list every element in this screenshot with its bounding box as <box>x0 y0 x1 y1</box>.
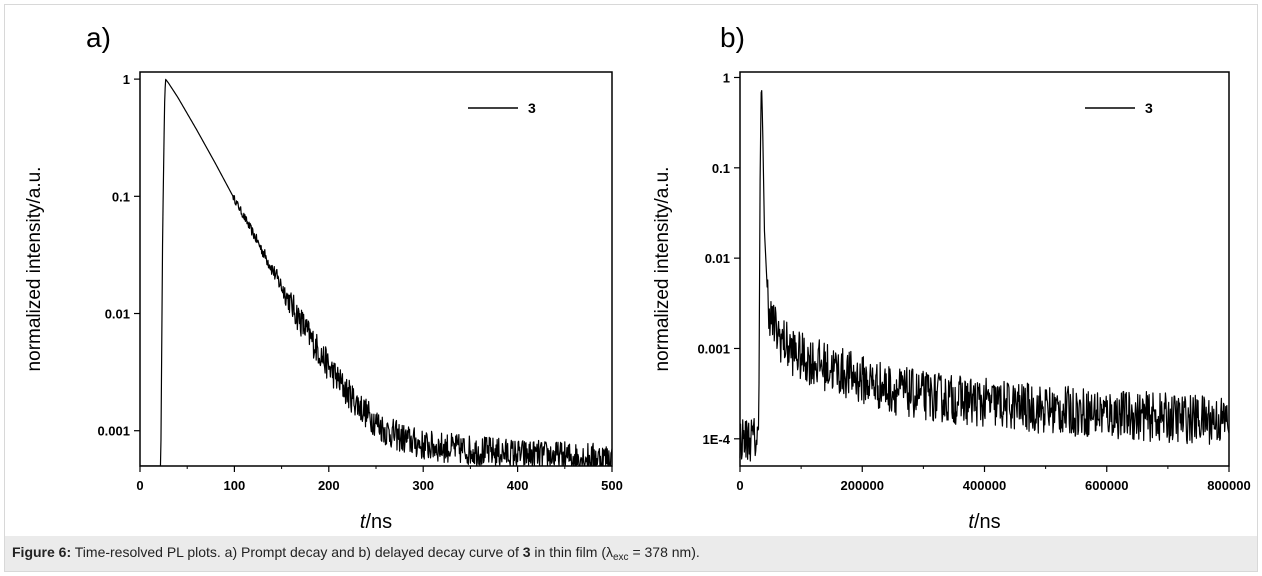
panel-b-y-tick-label: 0.01 <box>705 251 730 266</box>
panel-b-y-tick-label: 1 <box>723 70 730 85</box>
caption-compound: 3 <box>522 544 531 560</box>
panel-b-series-line <box>739 90 1230 462</box>
panel-a-x-tick-label: 200 <box>318 478 340 493</box>
panel-a-x-tick-label: 500 <box>601 478 623 493</box>
panel-b-x-tick-label: 800000 <box>1207 478 1250 493</box>
panel-a-y-tick-label: 0.01 <box>105 307 130 322</box>
caption-text-3: = 378 nm). <box>628 544 700 560</box>
caption-text-2: in thin film (λ <box>530 544 613 560</box>
panel-b-x-axis-label: t/ns <box>968 511 1000 533</box>
panel-b-plot-area <box>739 71 1230 467</box>
caption-text-1: Time-resolved PL plots. a) Prompt decay … <box>71 544 523 560</box>
panel-b-y-axis-label: normalized intensity/a.u. <box>652 167 673 372</box>
panel-a-legend-label: 3 <box>528 100 536 116</box>
panel-a-label: a) <box>86 22 111 53</box>
figure-frame <box>4 4 1258 572</box>
panel-b-legend-label: 3 <box>1145 100 1153 116</box>
panel-b-x-tick-label: 0 <box>736 478 743 493</box>
panel-b-y-tick-label: 0.1 <box>712 161 730 176</box>
panel-a-series-line <box>139 78 613 467</box>
panel-b-y-tick-label: 1E-4 <box>703 432 731 447</box>
panel-a-x-tick-label: 100 <box>224 478 246 493</box>
panel-a-y-tick-label: 1 <box>123 72 130 87</box>
panel-a-y-tick-label: 0.1 <box>112 189 130 204</box>
panel-a-x-tick-label: 0 <box>136 478 143 493</box>
caption-subscript: exc <box>613 552 629 563</box>
panel-a-y-axis-label: normalized intensity/a.u. <box>24 167 45 372</box>
panel-b-y-tick-label: 0.001 <box>697 341 730 356</box>
panel-b-label: b) <box>720 22 745 53</box>
panel-b-x-tick-label: 600000 <box>1085 478 1128 493</box>
panel-a-x-tick-label: 300 <box>412 478 434 493</box>
panel-a-plot-area <box>139 71 613 467</box>
panel-a-x-tick-label: 400 <box>507 478 529 493</box>
panel-b-x-tick-label: 400000 <box>963 478 1006 493</box>
panel-a-y-tick-label: 0.001 <box>97 424 130 439</box>
panel-a-x-axis-label: t/ns <box>360 511 392 533</box>
caption-prefix: Figure 6: <box>12 544 72 560</box>
panel-b-x-tick-label: 200000 <box>841 478 884 493</box>
figure-charts: a)normalized intensity/a.u.t/ns0 100 200 30… <box>24 22 1251 533</box>
figure-caption: Figure 6: Time-resolved PL plots. a) Pro… <box>5 536 1257 571</box>
